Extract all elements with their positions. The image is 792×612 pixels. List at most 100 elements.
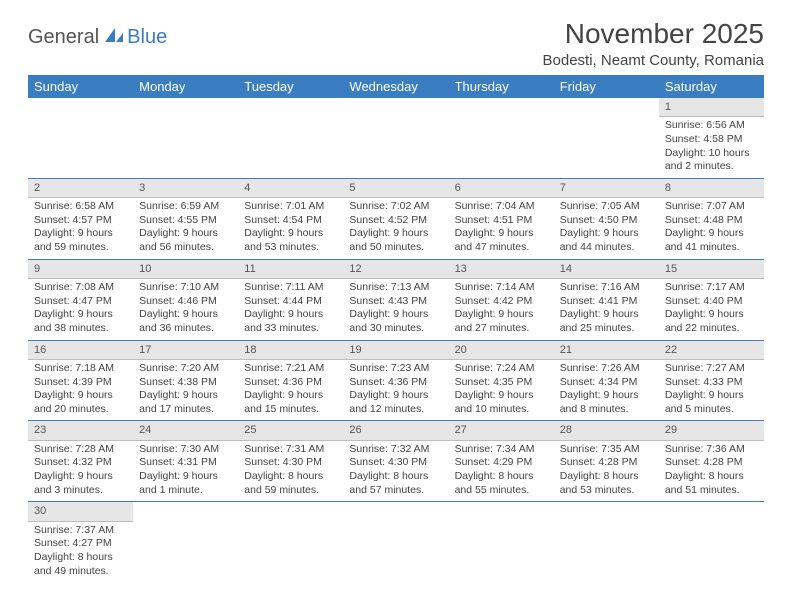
- sunrise-text: Sunrise: 7:26 AM: [560, 362, 653, 376]
- daylight-text: Daylight: 9 hours and 56 minutes.: [139, 227, 232, 254]
- cell-body: Sunrise: 7:13 AMSunset: 4:43 PMDaylight:…: [343, 279, 448, 340]
- sunset-text: Sunset: 4:42 PM: [455, 295, 548, 309]
- day-header: Wednesday: [343, 75, 448, 98]
- calendar-cell: 20Sunrise: 7:24 AMSunset: 4:35 PMDayligh…: [449, 340, 554, 421]
- calendar-row: 9Sunrise: 7:08 AMSunset: 4:47 PMDaylight…: [28, 259, 764, 340]
- day-number: 4: [238, 179, 343, 198]
- day-number: 13: [449, 260, 554, 279]
- cell-body: Sunrise: 7:30 AMSunset: 4:31 PMDaylight:…: [133, 441, 238, 502]
- day-header: Monday: [133, 75, 238, 98]
- sunset-text: Sunset: 4:40 PM: [665, 295, 758, 309]
- sunrise-text: Sunrise: 6:59 AM: [139, 200, 232, 214]
- sunset-text: Sunset: 4:28 PM: [665, 456, 758, 470]
- calendar-row: 1Sunrise: 6:56 AMSunset: 4:58 PMDaylight…: [28, 98, 764, 178]
- day-number: 16: [28, 341, 133, 360]
- daylight-text: Daylight: 9 hours and 44 minutes.: [560, 227, 653, 254]
- sunrise-text: Sunrise: 7:36 AM: [665, 443, 758, 457]
- calendar-cell: 6Sunrise: 7:04 AMSunset: 4:51 PMDaylight…: [449, 178, 554, 259]
- calendar-cell: 17Sunrise: 7:20 AMSunset: 4:38 PMDayligh…: [133, 340, 238, 421]
- day-number: 1: [659, 98, 764, 117]
- calendar-table: Sunday Monday Tuesday Wednesday Thursday…: [28, 75, 764, 582]
- sunrise-text: Sunrise: 7:31 AM: [244, 443, 337, 457]
- calendar-row: 30Sunrise: 7:37 AMSunset: 4:27 PMDayligh…: [28, 502, 764, 582]
- sunset-text: Sunset: 4:34 PM: [560, 376, 653, 390]
- day-number: 21: [554, 341, 659, 360]
- calendar-cell: [133, 98, 238, 178]
- month-title: November 2025: [543, 18, 765, 50]
- calendar-cell: 3Sunrise: 6:59 AMSunset: 4:55 PMDaylight…: [133, 178, 238, 259]
- daylight-text: Daylight: 8 hours and 55 minutes.: [455, 470, 548, 497]
- day-number: 7: [554, 179, 659, 198]
- sunset-text: Sunset: 4:30 PM: [349, 456, 442, 470]
- cell-body: Sunrise: 6:56 AMSunset: 4:58 PMDaylight:…: [659, 117, 764, 178]
- calendar-cell: 25Sunrise: 7:31 AMSunset: 4:30 PMDayligh…: [238, 421, 343, 502]
- calendar-cell: [28, 98, 133, 178]
- sunrise-text: Sunrise: 7:13 AM: [349, 281, 442, 295]
- sunrise-text: Sunrise: 7:17 AM: [665, 281, 758, 295]
- daylight-text: Daylight: 9 hours and 25 minutes.: [560, 308, 653, 335]
- sunrise-text: Sunrise: 7:34 AM: [455, 443, 548, 457]
- calendar-cell: 16Sunrise: 7:18 AMSunset: 4:39 PMDayligh…: [28, 340, 133, 421]
- logo-text-general: General: [28, 26, 99, 49]
- calendar-row: 23Sunrise: 7:28 AMSunset: 4:32 PMDayligh…: [28, 421, 764, 502]
- calendar-cell: 22Sunrise: 7:27 AMSunset: 4:33 PMDayligh…: [659, 340, 764, 421]
- daylight-text: Daylight: 9 hours and 5 minutes.: [665, 389, 758, 416]
- calendar-cell: 29Sunrise: 7:36 AMSunset: 4:28 PMDayligh…: [659, 421, 764, 502]
- sunset-text: Sunset: 4:43 PM: [349, 295, 442, 309]
- day-number: [659, 502, 764, 520]
- day-number: 12: [343, 260, 448, 279]
- cell-body: Sunrise: 7:34 AMSunset: 4:29 PMDaylight:…: [449, 441, 554, 502]
- daylight-text: Daylight: 9 hours and 8 minutes.: [560, 389, 653, 416]
- daylight-text: Daylight: 9 hours and 50 minutes.: [349, 227, 442, 254]
- cell-body: [28, 116, 133, 122]
- calendar-cell: 10Sunrise: 7:10 AMSunset: 4:46 PMDayligh…: [133, 259, 238, 340]
- calendar-cell: 12Sunrise: 7:13 AMSunset: 4:43 PMDayligh…: [343, 259, 448, 340]
- day-number: 6: [449, 179, 554, 198]
- day-number: [343, 98, 448, 116]
- day-number: 25: [238, 421, 343, 440]
- calendar-cell: [343, 98, 448, 178]
- day-number: [133, 502, 238, 520]
- day-number: 8: [659, 179, 764, 198]
- sunset-text: Sunset: 4:51 PM: [455, 214, 548, 228]
- sunrise-text: Sunrise: 6:56 AM: [665, 119, 758, 133]
- sunset-text: Sunset: 4:29 PM: [455, 456, 548, 470]
- day-number: 27: [449, 421, 554, 440]
- daylight-text: Daylight: 9 hours and 22 minutes.: [665, 308, 758, 335]
- calendar-cell: 27Sunrise: 7:34 AMSunset: 4:29 PMDayligh…: [449, 421, 554, 502]
- header: General Blue November 2025 Bodesti, Neam…: [28, 18, 764, 69]
- sunrise-text: Sunrise: 7:32 AM: [349, 443, 442, 457]
- calendar-cell: 26 Sunrise: 7:32 AMSunset: 4:30 PMDayligh…: [343, 421, 448, 502]
- cell-body: Sunrise: 7:23 AMSunset: 4:36 PMDaylight:…: [343, 360, 448, 421]
- daylight-text: Daylight: 9 hours and 53 minutes.: [244, 227, 337, 254]
- sunset-text: Sunset: 4:35 PM: [455, 376, 548, 390]
- calendar-cell: 7Sunrise: 7:05 AMSunset: 4:50 PMDaylight…: [554, 178, 659, 259]
- daylight-text: Daylight: 8 hours and 57 minutes.: [349, 470, 442, 497]
- calendar-cell: 15Sunrise: 7:17 AMSunset: 4:40 PMDayligh…: [659, 259, 764, 340]
- cell-body: [659, 521, 764, 527]
- sunset-text: Sunset: 4:58 PM: [665, 133, 758, 147]
- cell-body: [554, 116, 659, 122]
- daylight-text: Daylight: 9 hours and 10 minutes.: [455, 389, 548, 416]
- cell-body: Sunrise: 7:18 AMSunset: 4:39 PMDaylight:…: [28, 360, 133, 421]
- sunrise-text: Sunrise: 7:24 AM: [455, 362, 548, 376]
- cell-body: Sunrise: 7:26 AMSunset: 4:34 PMDaylight:…: [554, 360, 659, 421]
- day-number: 26: [343, 421, 448, 440]
- daylight-text: Daylight: 9 hours and 20 minutes.: [34, 389, 127, 416]
- cell-body: [343, 521, 448, 527]
- day-number: [343, 502, 448, 520]
- daylight-text: Daylight: 10 hours and 2 minutes.: [665, 147, 758, 174]
- sunrise-text: Sunrise: 7:10 AM: [139, 281, 232, 295]
- day-number: 19: [343, 341, 448, 360]
- day-number: 24: [133, 421, 238, 440]
- cell-body: Sunrise: 7:16 AMSunset: 4:41 PMDaylight:…: [554, 279, 659, 340]
- daylight-text: Daylight: 9 hours and 3 minutes.: [34, 470, 127, 497]
- sunset-text: Sunset: 4:52 PM: [349, 214, 442, 228]
- sunset-text: Sunset: 4:32 PM: [34, 456, 127, 470]
- calendar-cell: 4Sunrise: 7:01 AMSunset: 4:54 PMDaylight…: [238, 178, 343, 259]
- calendar-cell: 2Sunrise: 6:58 AMSunset: 4:57 PMDaylight…: [28, 178, 133, 259]
- calendar-cell: 19Sunrise: 7:23 AMSunset: 4:36 PMDayligh…: [343, 340, 448, 421]
- day-number: 9: [28, 260, 133, 279]
- sunrise-text: Sunrise: 7:02 AM: [349, 200, 442, 214]
- cell-body: [133, 116, 238, 122]
